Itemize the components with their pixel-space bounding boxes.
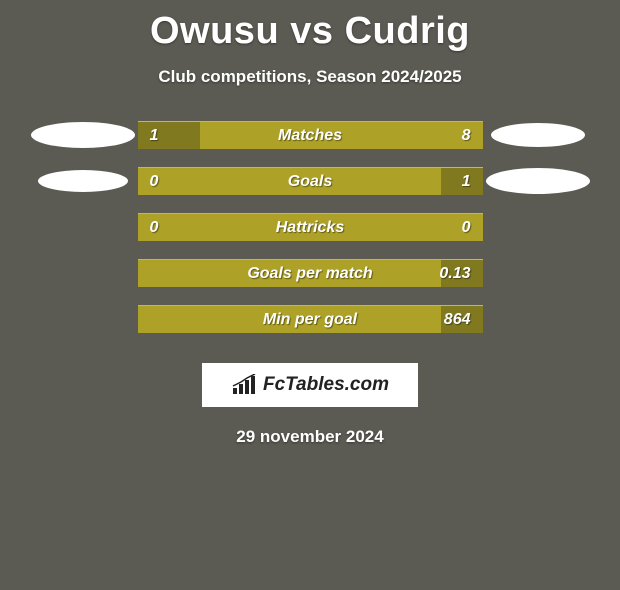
logo-text: FcTables.com	[263, 374, 389, 396]
left-marker-ellipse	[38, 170, 128, 192]
left-marker-slot	[28, 121, 138, 149]
stat-bar: Min per goal864	[138, 305, 483, 333]
stat-value-right: 864	[423, 311, 483, 329]
stat-rows-container: 1Matches80Goals10Hattricks0Goals per mat…	[0, 121, 620, 333]
stat-bar: 0Goals1	[138, 167, 483, 195]
comparison-title: Owusu vs Cudrig	[0, 10, 620, 53]
stat-value-right: 1	[423, 173, 483, 191]
left-marker-ellipse	[31, 122, 135, 148]
stat-value-left: 0	[138, 173, 198, 191]
right-marker-slot	[483, 213, 593, 241]
stat-row: 1Matches8	[0, 121, 620, 149]
player1-name: Owusu	[150, 10, 279, 52]
stat-value-right: 8	[423, 127, 483, 145]
stat-label: Hattricks	[198, 219, 423, 237]
stat-row: Goals per match0.13	[0, 259, 620, 287]
stat-value-right: 0	[423, 219, 483, 237]
stat-label: Min per goal	[198, 311, 423, 329]
player2-name: Cudrig	[345, 10, 470, 52]
logo-box: FcTables.com	[202, 363, 418, 407]
stat-value-left: 1	[138, 127, 198, 145]
right-marker-slot	[483, 167, 593, 195]
stat-row: 0Goals1	[0, 167, 620, 195]
right-marker-ellipse	[491, 123, 585, 147]
stat-bar: 0Hattricks0	[138, 213, 483, 241]
stat-bar: Goals per match0.13	[138, 259, 483, 287]
stat-bar: 1Matches8	[138, 121, 483, 149]
right-marker-slot	[483, 121, 593, 149]
stat-row: 0Hattricks0	[0, 213, 620, 241]
stat-label: Goals per match	[198, 265, 423, 283]
right-marker-ellipse	[486, 168, 590, 194]
right-marker-slot	[483, 305, 593, 333]
left-marker-slot	[28, 259, 138, 287]
competition-subtitle: Club competitions, Season 2024/2025	[0, 67, 620, 87]
stat-row: Min per goal864	[0, 305, 620, 333]
stat-label: Matches	[198, 127, 423, 145]
stat-label: Goals	[198, 173, 423, 191]
stat-value-left: 0	[138, 219, 198, 237]
left-marker-slot	[28, 305, 138, 333]
right-marker-slot	[483, 259, 593, 287]
snapshot-date: 29 november 2024	[0, 427, 620, 447]
bar-chart-icon	[231, 374, 257, 396]
left-marker-slot	[28, 213, 138, 241]
vs-separator: vs	[290, 10, 333, 52]
stat-value-right: 0.13	[423, 265, 483, 283]
left-marker-slot	[28, 167, 138, 195]
